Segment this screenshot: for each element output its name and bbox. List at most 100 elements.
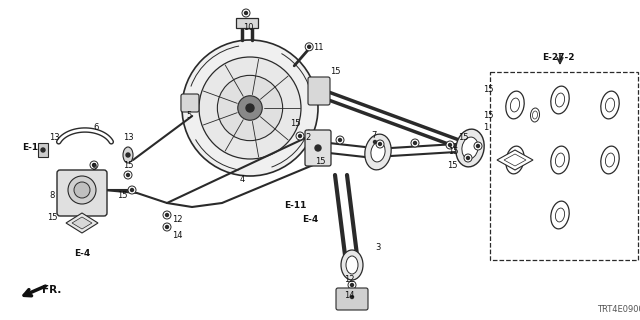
- Text: FR.: FR.: [42, 285, 61, 295]
- Text: 1: 1: [483, 124, 488, 132]
- Polygon shape: [72, 217, 92, 229]
- Text: 15: 15: [447, 161, 457, 170]
- Text: E-27-2: E-27-2: [541, 53, 574, 62]
- Ellipse shape: [506, 91, 524, 119]
- Polygon shape: [66, 213, 98, 233]
- FancyBboxPatch shape: [305, 130, 331, 166]
- Text: 2: 2: [305, 133, 310, 142]
- Ellipse shape: [446, 141, 454, 149]
- FancyBboxPatch shape: [181, 94, 199, 112]
- Ellipse shape: [242, 9, 250, 17]
- Text: 15: 15: [315, 157, 325, 166]
- Ellipse shape: [506, 146, 524, 174]
- Text: E-11: E-11: [284, 201, 306, 210]
- Circle shape: [166, 213, 168, 217]
- Ellipse shape: [462, 137, 478, 159]
- Text: 13: 13: [49, 132, 60, 141]
- Ellipse shape: [341, 250, 363, 280]
- Text: 15: 15: [483, 110, 493, 119]
- Text: 15: 15: [47, 213, 57, 222]
- Circle shape: [308, 45, 310, 48]
- Circle shape: [238, 96, 262, 120]
- Ellipse shape: [371, 142, 385, 162]
- Text: 12: 12: [172, 215, 182, 225]
- Ellipse shape: [163, 223, 171, 231]
- Text: 8: 8: [49, 190, 54, 199]
- Circle shape: [315, 145, 321, 151]
- Ellipse shape: [531, 108, 540, 122]
- Text: 3: 3: [375, 244, 381, 252]
- Text: 15: 15: [290, 118, 300, 127]
- Ellipse shape: [556, 208, 564, 222]
- Ellipse shape: [411, 139, 419, 147]
- Text: E-1: E-1: [22, 143, 38, 153]
- Ellipse shape: [601, 146, 619, 174]
- FancyBboxPatch shape: [336, 288, 368, 310]
- Bar: [490, 72, 638, 260]
- Text: 9: 9: [92, 164, 97, 172]
- Text: 15: 15: [448, 148, 458, 156]
- Ellipse shape: [511, 98, 520, 112]
- Circle shape: [413, 141, 417, 145]
- Text: E-4: E-4: [74, 249, 90, 258]
- FancyBboxPatch shape: [57, 170, 107, 216]
- Ellipse shape: [605, 153, 614, 167]
- Circle shape: [378, 142, 381, 146]
- Text: 15: 15: [116, 190, 127, 199]
- Ellipse shape: [556, 93, 564, 107]
- Circle shape: [126, 153, 130, 157]
- Ellipse shape: [371, 138, 379, 146]
- Ellipse shape: [551, 86, 569, 114]
- Circle shape: [74, 182, 90, 198]
- Circle shape: [166, 226, 168, 228]
- Ellipse shape: [348, 281, 356, 289]
- Ellipse shape: [128, 186, 136, 194]
- Polygon shape: [504, 154, 526, 166]
- Circle shape: [218, 76, 283, 140]
- Text: 11: 11: [313, 44, 323, 52]
- Ellipse shape: [163, 211, 171, 219]
- Circle shape: [374, 140, 376, 143]
- Text: 15: 15: [330, 68, 340, 76]
- Ellipse shape: [376, 140, 384, 148]
- Ellipse shape: [601, 91, 619, 119]
- Bar: [236, 18, 258, 28]
- Ellipse shape: [90, 161, 98, 169]
- Ellipse shape: [365, 134, 391, 170]
- Text: E-4: E-4: [302, 215, 318, 225]
- Circle shape: [41, 148, 45, 152]
- Circle shape: [351, 284, 353, 286]
- Ellipse shape: [556, 153, 564, 167]
- FancyBboxPatch shape: [308, 77, 330, 105]
- Circle shape: [244, 12, 248, 14]
- Circle shape: [467, 156, 470, 159]
- Circle shape: [182, 40, 318, 176]
- Ellipse shape: [124, 171, 132, 179]
- Text: TRT4E0900: TRT4E0900: [596, 306, 640, 315]
- Text: 15: 15: [458, 133, 468, 142]
- Ellipse shape: [474, 142, 482, 150]
- Ellipse shape: [464, 154, 472, 162]
- Ellipse shape: [348, 293, 356, 301]
- Text: 6: 6: [93, 124, 99, 132]
- Ellipse shape: [551, 201, 569, 229]
- Text: 13: 13: [123, 133, 133, 142]
- Circle shape: [131, 188, 134, 191]
- Text: 15: 15: [123, 161, 133, 170]
- Bar: [38, 143, 48, 157]
- Ellipse shape: [532, 111, 538, 119]
- Text: 4: 4: [239, 175, 244, 185]
- Ellipse shape: [336, 136, 344, 144]
- Text: 15: 15: [483, 85, 493, 94]
- Text: 5: 5: [186, 110, 191, 119]
- Text: 12: 12: [344, 276, 355, 284]
- Circle shape: [93, 164, 95, 166]
- Ellipse shape: [551, 146, 569, 174]
- Circle shape: [68, 176, 96, 204]
- Circle shape: [477, 145, 479, 148]
- Ellipse shape: [346, 256, 358, 274]
- Circle shape: [351, 295, 353, 299]
- Circle shape: [199, 57, 301, 159]
- Circle shape: [127, 173, 129, 177]
- Circle shape: [246, 104, 254, 112]
